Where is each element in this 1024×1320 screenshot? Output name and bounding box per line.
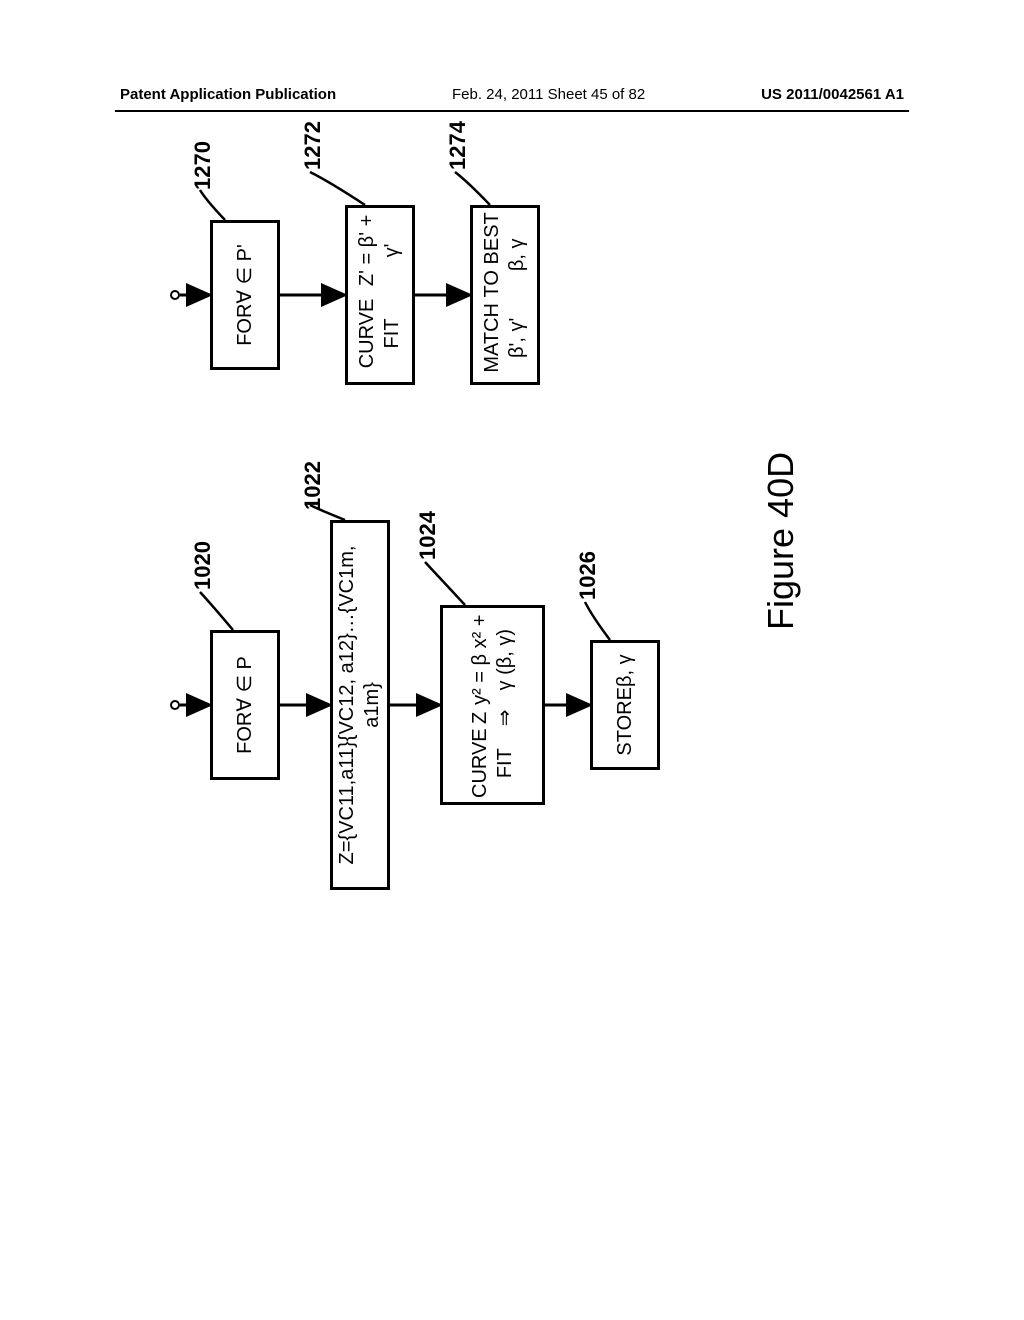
header-center: Feb. 24, 2011 Sheet 45 of 82 bbox=[452, 86, 645, 103]
flowchart-box-1270: FOR∀ ∈ P' bbox=[210, 220, 280, 370]
leader-curve bbox=[585, 602, 610, 640]
flowchart-box-1022: Z={VC11,a11}{VC12, a12}…{VC1m, a1m} bbox=[330, 520, 390, 890]
leader-curve bbox=[200, 190, 225, 220]
start-dot-right bbox=[170, 290, 180, 300]
figure-caption: Figure 40D bbox=[760, 452, 802, 630]
leader-curve bbox=[200, 592, 233, 630]
flowchart-box-1272: CURVE FITZ' = β' + γ' bbox=[345, 205, 415, 385]
flowchart-box-1274: MATCH β', γ'TO BEST β, γ bbox=[470, 205, 540, 385]
flowchart-box-1024: CURVE FITZ ⇒y² = β x² + γ (β, γ) bbox=[440, 605, 545, 805]
leader-curve bbox=[455, 172, 490, 205]
ref-label-1020: 1020 bbox=[190, 541, 216, 590]
header-left: Patent Application Publication bbox=[120, 86, 336, 103]
ref-label-1274: 1274 bbox=[445, 121, 471, 170]
flowchart-box-1020: FOR∀ ∈ P bbox=[210, 630, 280, 780]
ref-label-1272: 1272 bbox=[300, 121, 326, 170]
start-dot-left bbox=[170, 700, 180, 710]
header-rule bbox=[115, 110, 909, 112]
leader-curve bbox=[425, 562, 465, 605]
page-header: Patent Application Publication Feb. 24, … bbox=[120, 86, 904, 103]
ref-label-1024: 1024 bbox=[415, 511, 441, 560]
flowchart-box-1026: STOREβ, γ bbox=[590, 640, 660, 770]
ref-label-1022: 1022 bbox=[300, 461, 326, 510]
diagram-canvas: FOR∀ ∈ P Z={VC11,a11}{VC12, a12}…{VC1m, a… bbox=[170, 130, 870, 930]
ref-label-1270: 1270 bbox=[190, 141, 216, 190]
ref-label-1026: 1026 bbox=[575, 551, 601, 600]
leader-curve bbox=[310, 172, 365, 205]
header-right: US 2011/0042561 A1 bbox=[761, 86, 904, 103]
